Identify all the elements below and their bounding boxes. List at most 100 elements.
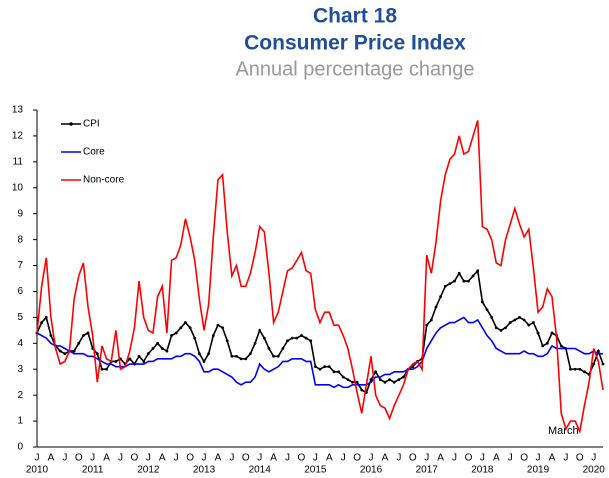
chart-title: Consumer Price Index [244, 32, 466, 55]
x-tick-label: O [131, 453, 139, 464]
point [249, 352, 252, 356]
point [527, 323, 531, 327]
point [402, 375, 405, 379]
point [128, 357, 132, 361]
point [332, 370, 336, 374]
series-line [36, 316, 603, 389]
point [304, 336, 308, 340]
y-tick-label: 9 [17, 208, 23, 219]
x-tick-label: A [549, 453, 556, 464]
point [95, 352, 99, 356]
point [601, 362, 605, 366]
point [160, 347, 164, 350]
point [518, 315, 521, 319]
point [225, 339, 229, 343]
point [541, 344, 545, 348]
point [44, 315, 48, 319]
point [77, 341, 81, 345]
point [300, 334, 303, 337]
legend-label: CPI [83, 119, 100, 130]
point [81, 334, 85, 337]
x-tick-label: O [242, 453, 250, 464]
x-tick-label: O [465, 453, 473, 464]
x-tick-label: J [480, 453, 485, 464]
point [545, 341, 549, 345]
point [467, 279, 470, 283]
point [522, 318, 526, 322]
x-tick-label: J [35, 453, 40, 464]
x-tick-label: A [326, 453, 333, 464]
point [244, 357, 248, 361]
point [480, 300, 484, 304]
x-tick-label: O [298, 453, 306, 464]
year-label: 2020 [583, 465, 606, 476]
point [272, 354, 276, 358]
y-tick-label: 8 [17, 234, 23, 245]
annotation: March [548, 425, 579, 437]
point [72, 349, 76, 353]
point [532, 321, 535, 324]
x-tick-label: O [576, 453, 584, 464]
x-tick-label: J [174, 453, 179, 464]
y-tick-label: 13 [12, 105, 24, 116]
legend-marker [69, 122, 73, 126]
x-tick-label: O [75, 453, 83, 464]
point [197, 352, 201, 356]
point [434, 305, 438, 309]
point [448, 282, 452, 286]
y-tick-label: 6 [17, 286, 23, 297]
year-label: 2013 [193, 465, 216, 476]
point [569, 367, 572, 371]
point [504, 326, 507, 330]
x-tick-label: J [313, 453, 318, 464]
point [170, 334, 173, 337]
y-tick-label: 12 [12, 131, 24, 142]
x-tick-label: J [396, 453, 401, 464]
y-tick-label: 2 [17, 390, 23, 401]
point [513, 318, 517, 322]
x-tick-label: A [159, 453, 166, 464]
x-tick-label: J [62, 453, 67, 464]
point [156, 341, 160, 345]
point [309, 339, 313, 343]
point [323, 365, 327, 369]
x-tick-label: O [409, 453, 417, 464]
point [211, 334, 215, 337]
x-tick-label: J [146, 453, 151, 464]
y-tick-label: 11 [13, 156, 24, 167]
point [327, 365, 331, 369]
x-tick-label: A [382, 453, 389, 464]
x-tick-label: A [215, 453, 222, 464]
point [550, 331, 554, 335]
point [457, 271, 461, 275]
year-label: 2018 [471, 465, 494, 476]
x-tick-label: A [103, 453, 110, 464]
point [337, 370, 340, 374]
point [378, 378, 382, 381]
point [86, 331, 90, 335]
legend-label: Core [83, 147, 105, 158]
point [202, 360, 206, 363]
point [592, 362, 596, 366]
point [230, 354, 234, 358]
point [142, 360, 146, 363]
point [253, 341, 257, 345]
point [374, 370, 378, 374]
series-line [36, 120, 604, 435]
point [262, 336, 266, 340]
x-tick-label: J [536, 453, 541, 464]
point [63, 352, 67, 356]
point [490, 315, 494, 319]
point [388, 378, 391, 381]
point [137, 354, 141, 358]
point [239, 357, 243, 361]
year-label: 2015 [304, 465, 327, 476]
point [346, 378, 350, 381]
point [193, 336, 197, 340]
point [318, 367, 322, 371]
chart-title: Chart 18 [313, 5, 397, 28]
point [281, 347, 285, 350]
point [216, 323, 220, 327]
point [355, 380, 359, 384]
